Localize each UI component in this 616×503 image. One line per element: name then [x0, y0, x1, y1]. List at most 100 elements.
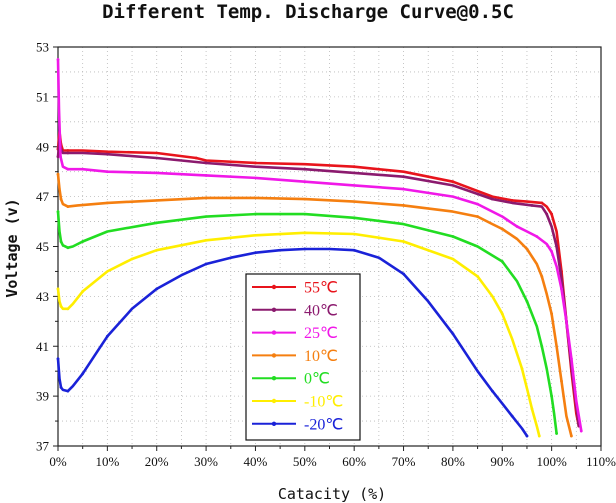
series-point-4 [155, 221, 159, 225]
series-point-2 [204, 174, 208, 177]
series-point-3 [402, 203, 405, 207]
series-point-5 [303, 231, 307, 235]
series-point-1 [530, 203, 534, 207]
series-point-6 [402, 272, 405, 276]
x-tick-label: 50% [293, 454, 317, 469]
legend-marker-5 [271, 398, 277, 404]
legend-label-3: 10℃ [304, 348, 338, 365]
series-point-3 [204, 196, 208, 200]
series-line-0 [56, 130, 581, 428]
series-point-4 [56, 210, 60, 213]
series-point-2 [402, 187, 405, 191]
series-point-3 [303, 197, 307, 201]
series-point-0 [540, 201, 544, 205]
x-tick-label: 0% [49, 454, 67, 469]
y-tick-label: 37 [36, 439, 50, 454]
series-point-4 [525, 299, 529, 303]
series-point-4 [81, 240, 85, 243]
series-point-2 [535, 235, 539, 238]
series-point-2 [476, 202, 479, 206]
series-point-5 [59, 304, 63, 308]
legend-marker-6 [271, 421, 277, 426]
series-point-6 [66, 389, 70, 393]
series-point-4 [66, 246, 70, 250]
legend-label-0: 55℃ [304, 280, 338, 297]
series-point-4 [555, 432, 558, 435]
series-point-0 [254, 161, 257, 165]
x-tick-label: 90% [490, 454, 514, 469]
series-point-1 [545, 212, 549, 216]
series-point-1 [402, 175, 405, 179]
y-axis-label: Voltage (v) [3, 198, 21, 297]
legend-marker-0 [271, 284, 277, 290]
legend-marker-4 [271, 376, 277, 381]
series-point-1 [303, 167, 307, 171]
y-tick-label: 39 [36, 389, 49, 404]
series-point-3 [569, 434, 573, 438]
series-point-4 [540, 344, 544, 348]
series-point-0 [352, 165, 356, 169]
series-point-5 [520, 367, 524, 371]
legend-marker-1 [271, 307, 277, 312]
series-point-6 [59, 385, 63, 389]
series-point-2 [579, 429, 583, 433]
series-point-4 [254, 212, 257, 216]
y-tick-label: 51 [36, 89, 49, 104]
x-tick-label: 20% [145, 454, 169, 469]
x-tick-label: 80% [441, 454, 465, 469]
series-point-1 [555, 245, 558, 248]
x-tick-label: 100% [536, 454, 567, 469]
series-point-6 [155, 287, 159, 291]
series-line-2 [56, 58, 583, 433]
legend-label-6: -20℃ [304, 416, 343, 433]
series-point-3 [66, 205, 70, 209]
axes [53, 46, 602, 451]
series-point-5 [402, 240, 405, 243]
series-point-5 [81, 289, 85, 293]
series-point-5 [130, 257, 134, 261]
x-tick-label: 10% [95, 454, 119, 469]
series-point-6 [81, 372, 85, 376]
chart-title: Different Temp. Discharge Curve@0.5C [102, 1, 514, 23]
legend: 55℃ 40℃ 25℃ 10℃ 0℃ -10℃ -20℃ [245, 273, 361, 441]
x-tick-label: 60% [342, 454, 366, 469]
series-point-6 [510, 414, 514, 418]
series-line-1 [56, 138, 581, 428]
series-point-5 [500, 312, 504, 316]
legend-label-1: 40℃ [304, 302, 338, 319]
series-point-0 [510, 198, 514, 202]
series-lines [56, 58, 583, 438]
y-tick-label: 47 [36, 189, 50, 204]
series-point-2 [515, 225, 519, 228]
y-tick-label: 53 [36, 40, 49, 55]
legend-label-5: -10℃ [304, 394, 343, 411]
series-point-5 [476, 275, 479, 278]
series-point-3 [476, 215, 479, 218]
series-point-5 [530, 407, 534, 410]
x-tick-label: 110% [586, 454, 616, 469]
series-point-2 [560, 287, 563, 291]
series-point-2 [550, 250, 554, 253]
series-point-6 [56, 357, 60, 361]
series-point-0 [550, 212, 554, 216]
series-point-2 [66, 167, 70, 171]
series-point-3 [560, 379, 563, 383]
series-point-1 [491, 197, 494, 201]
series-point-5 [56, 287, 60, 291]
series-point-5 [537, 434, 541, 438]
legend-marker-3 [271, 353, 277, 358]
legend-label-4: 0℃ [304, 371, 330, 388]
y-tick-label: 49 [36, 139, 49, 154]
series-point-3 [56, 172, 60, 176]
legend-marker-2 [271, 330, 277, 335]
series-point-2 [59, 155, 62, 159]
series-point-3 [550, 312, 554, 316]
legend-label-2: 25℃ [304, 325, 338, 342]
series-point-3 [525, 247, 529, 251]
series-point-5 [66, 307, 70, 311]
legend-box [245, 273, 361, 441]
y-tick-label: 43 [36, 289, 49, 304]
x-tick-label: 40% [244, 454, 268, 469]
tick-labels: 0% 10% 20% 30% 40% 50% 60% 70% 80% 90% 100% 110% 37 3… [36, 40, 616, 470]
series-point-0 [105, 150, 109, 154]
